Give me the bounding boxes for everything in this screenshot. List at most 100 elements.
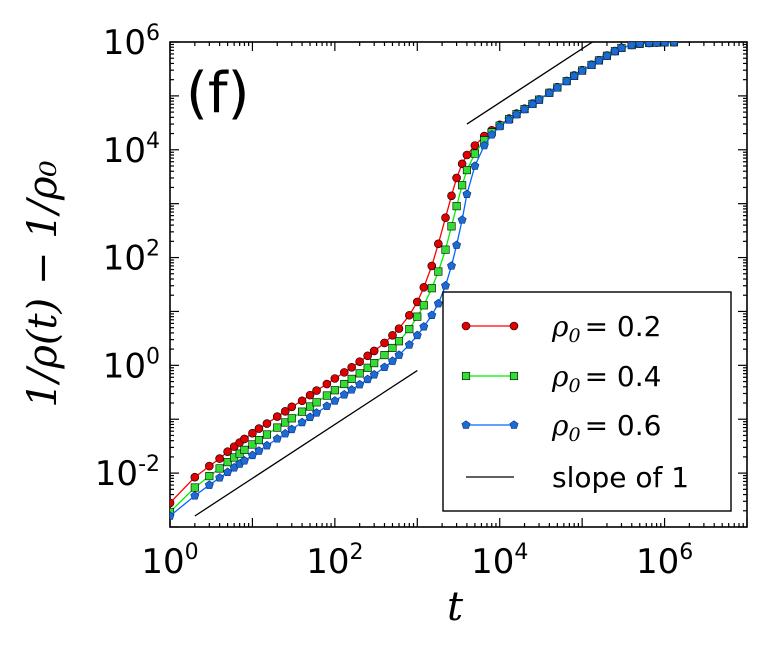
data-point bbox=[312, 408, 322, 417]
data-point bbox=[569, 71, 579, 80]
data-point bbox=[419, 301, 428, 310]
data-point bbox=[287, 424, 297, 434]
x-tick-label: 106 bbox=[636, 540, 693, 582]
y-tick-label: 100 bbox=[103, 344, 160, 386]
data-point bbox=[223, 447, 232, 456]
data-point bbox=[215, 464, 224, 473]
data-point bbox=[404, 340, 414, 349]
data-point bbox=[404, 310, 414, 320]
data-point bbox=[447, 261, 456, 270]
data-point bbox=[205, 461, 214, 471]
data-point bbox=[254, 436, 264, 445]
y-axis-label: 1/ρ(t) − 1/ρ₀ bbox=[20, 160, 66, 407]
data-point bbox=[487, 130, 497, 139]
data-point bbox=[312, 386, 321, 395]
legend-marker bbox=[509, 371, 519, 381]
data-point bbox=[452, 202, 461, 211]
data-point bbox=[427, 284, 436, 293]
data-point bbox=[305, 402, 315, 411]
data-point bbox=[388, 343, 397, 353]
legend-marker bbox=[461, 420, 471, 429]
data-point bbox=[413, 312, 422, 321]
panel-label: (f) bbox=[186, 61, 249, 126]
series-3 bbox=[170, 42, 679, 520]
data-point bbox=[240, 445, 249, 454]
data-point bbox=[458, 181, 467, 190]
legend-marker bbox=[461, 321, 471, 331]
axis-ticks bbox=[169, 41, 748, 528]
data-point bbox=[577, 66, 587, 75]
data-point bbox=[470, 141, 480, 150]
data-point bbox=[644, 42, 654, 47]
data-point bbox=[369, 370, 379, 379]
data-point bbox=[355, 357, 364, 366]
data-point bbox=[272, 412, 282, 421]
data-point bbox=[652, 42, 661, 47]
data-point bbox=[434, 267, 443, 276]
legend-box bbox=[442, 291, 732, 512]
data-point bbox=[441, 281, 450, 290]
data-point bbox=[562, 76, 572, 86]
data-point bbox=[347, 374, 356, 383]
data-point bbox=[441, 213, 450, 222]
data-point bbox=[587, 60, 596, 69]
data-point bbox=[419, 283, 429, 292]
data-point bbox=[441, 245, 450, 254]
data-point bbox=[223, 467, 233, 476]
data-point bbox=[394, 324, 404, 333]
data-point bbox=[330, 396, 340, 405]
data-point bbox=[339, 390, 349, 399]
data-point bbox=[170, 498, 175, 508]
data-point bbox=[433, 298, 443, 308]
data-point bbox=[669, 42, 679, 47]
data-point bbox=[254, 424, 264, 433]
data-point bbox=[602, 51, 612, 60]
data-point bbox=[355, 379, 365, 389]
data-point bbox=[272, 434, 282, 443]
data-point bbox=[405, 325, 414, 334]
legend-label: slope of 1 bbox=[552, 461, 689, 494]
y-tick-label: 10-2 bbox=[95, 452, 160, 494]
data-point bbox=[363, 363, 372, 372]
x-axis-label: t bbox=[447, 584, 464, 630]
data-point bbox=[388, 356, 397, 365]
y-tick-label: 102 bbox=[103, 237, 160, 279]
x-tick-label: 102 bbox=[306, 540, 363, 582]
data-point bbox=[370, 359, 379, 368]
data-point bbox=[388, 331, 397, 340]
data-point bbox=[190, 491, 200, 500]
data-point bbox=[452, 240, 462, 249]
data-point bbox=[215, 454, 224, 463]
data-point bbox=[520, 104, 529, 114]
data-point bbox=[205, 472, 214, 481]
data-point bbox=[412, 330, 422, 340]
data-point bbox=[215, 473, 225, 482]
data-point bbox=[394, 350, 404, 359]
data-point bbox=[190, 472, 200, 482]
data-point bbox=[248, 440, 257, 449]
legend-marker bbox=[509, 420, 519, 429]
data-point bbox=[347, 362, 356, 372]
data-point bbox=[369, 346, 379, 356]
data-point bbox=[427, 310, 437, 320]
data-point bbox=[457, 159, 467, 169]
data-point bbox=[380, 362, 389, 372]
data-point bbox=[297, 396, 307, 406]
data-point bbox=[240, 434, 249, 444]
data-series bbox=[170, 42, 679, 520]
data-point bbox=[262, 419, 272, 428]
data-point bbox=[635, 42, 645, 48]
data-point bbox=[470, 161, 480, 170]
data-point bbox=[322, 401, 332, 410]
data-point bbox=[262, 440, 272, 450]
data-point bbox=[340, 379, 349, 389]
data-point bbox=[504, 115, 514, 124]
data-point bbox=[660, 42, 669, 47]
data-point bbox=[248, 428, 257, 438]
data-point bbox=[330, 374, 340, 383]
data-point bbox=[627, 42, 637, 49]
legend-label: ρ0 = 0.4 bbox=[551, 360, 661, 397]
data-point bbox=[322, 391, 331, 400]
data-point bbox=[462, 189, 472, 198]
